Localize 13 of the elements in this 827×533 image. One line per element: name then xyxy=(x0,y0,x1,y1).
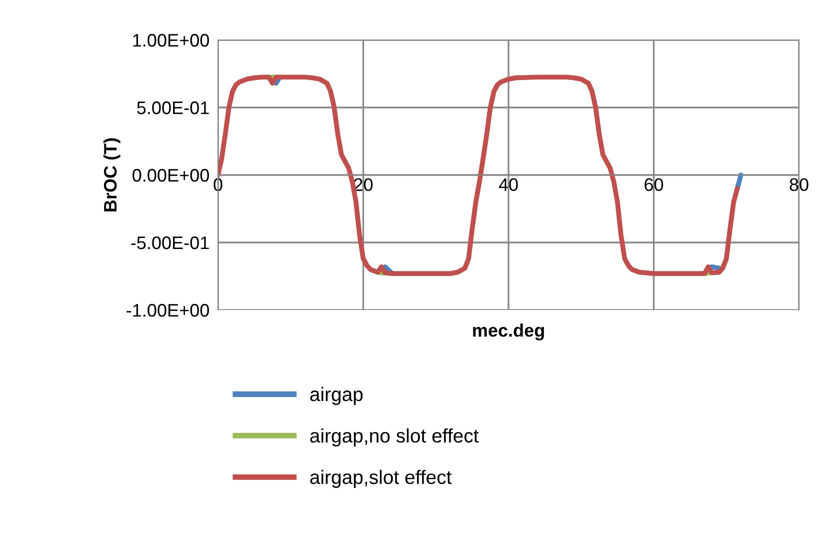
legend-label: airgap xyxy=(310,386,363,406)
legend-label: airgap,slot effect xyxy=(310,470,452,488)
x-tick-label: 80 xyxy=(790,178,808,192)
x-axis-title: mec.deg xyxy=(473,324,544,340)
x-tick-label: 40 xyxy=(498,178,518,192)
legend-label: airgap,no slot effect xyxy=(310,428,479,446)
y-tick-label: -1.00E+00 xyxy=(126,304,209,317)
y-tick-label: -5.00E-01 xyxy=(131,236,209,250)
y-tick-label: 1.00E+00 xyxy=(133,34,209,47)
x-tick-label: 60 xyxy=(644,178,664,192)
y-tick-label: 5.00E-01 xyxy=(137,101,209,114)
y-axis-title: BrOC (T) xyxy=(103,138,120,212)
y-tick-label: 0.00E+00 xyxy=(132,168,209,182)
